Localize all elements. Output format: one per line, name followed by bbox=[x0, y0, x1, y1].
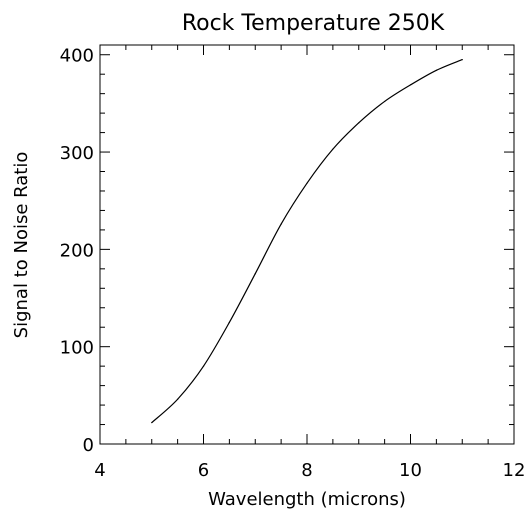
y-tick-label: 400 bbox=[60, 46, 94, 67]
y-tick-label: 0 bbox=[83, 435, 94, 456]
y-axis-title: Signal to Noise Ratio bbox=[11, 152, 32, 339]
data-point bbox=[461, 58, 463, 61]
data-point bbox=[280, 223, 282, 225]
x-tick-label: 6 bbox=[198, 460, 209, 481]
plot-frame bbox=[99, 44, 515, 445]
x-tick-label: 10 bbox=[399, 460, 422, 481]
data-point bbox=[306, 182, 308, 184]
data-point bbox=[332, 148, 334, 150]
y-tick-label: 300 bbox=[60, 143, 94, 164]
x-tick-label: 12 bbox=[503, 460, 526, 481]
data-point bbox=[409, 84, 412, 86]
tick-labels: 4 6 8 10 12 0 100 200 300 400 bbox=[60, 46, 526, 481]
data-point bbox=[384, 100, 386, 103]
data-point bbox=[228, 321, 230, 323]
x-axis-title: Wavelength (microns) bbox=[208, 489, 406, 510]
y-tick-label: 200 bbox=[60, 240, 94, 261]
series-line bbox=[151, 59, 463, 424]
data-point bbox=[177, 398, 179, 400]
x-tick-label: 4 bbox=[94, 460, 105, 481]
x-tick-label: 8 bbox=[301, 460, 312, 481]
data-point bbox=[358, 122, 360, 124]
axis-ticks bbox=[99, 45, 515, 445]
data-point bbox=[151, 421, 153, 424]
data-point bbox=[254, 273, 256, 275]
data-point bbox=[202, 365, 205, 367]
data-points bbox=[151, 58, 463, 424]
chart-title: Rock Temperature 250K bbox=[182, 11, 445, 36]
y-tick-label: 100 bbox=[60, 338, 94, 359]
data-point bbox=[435, 69, 437, 71]
